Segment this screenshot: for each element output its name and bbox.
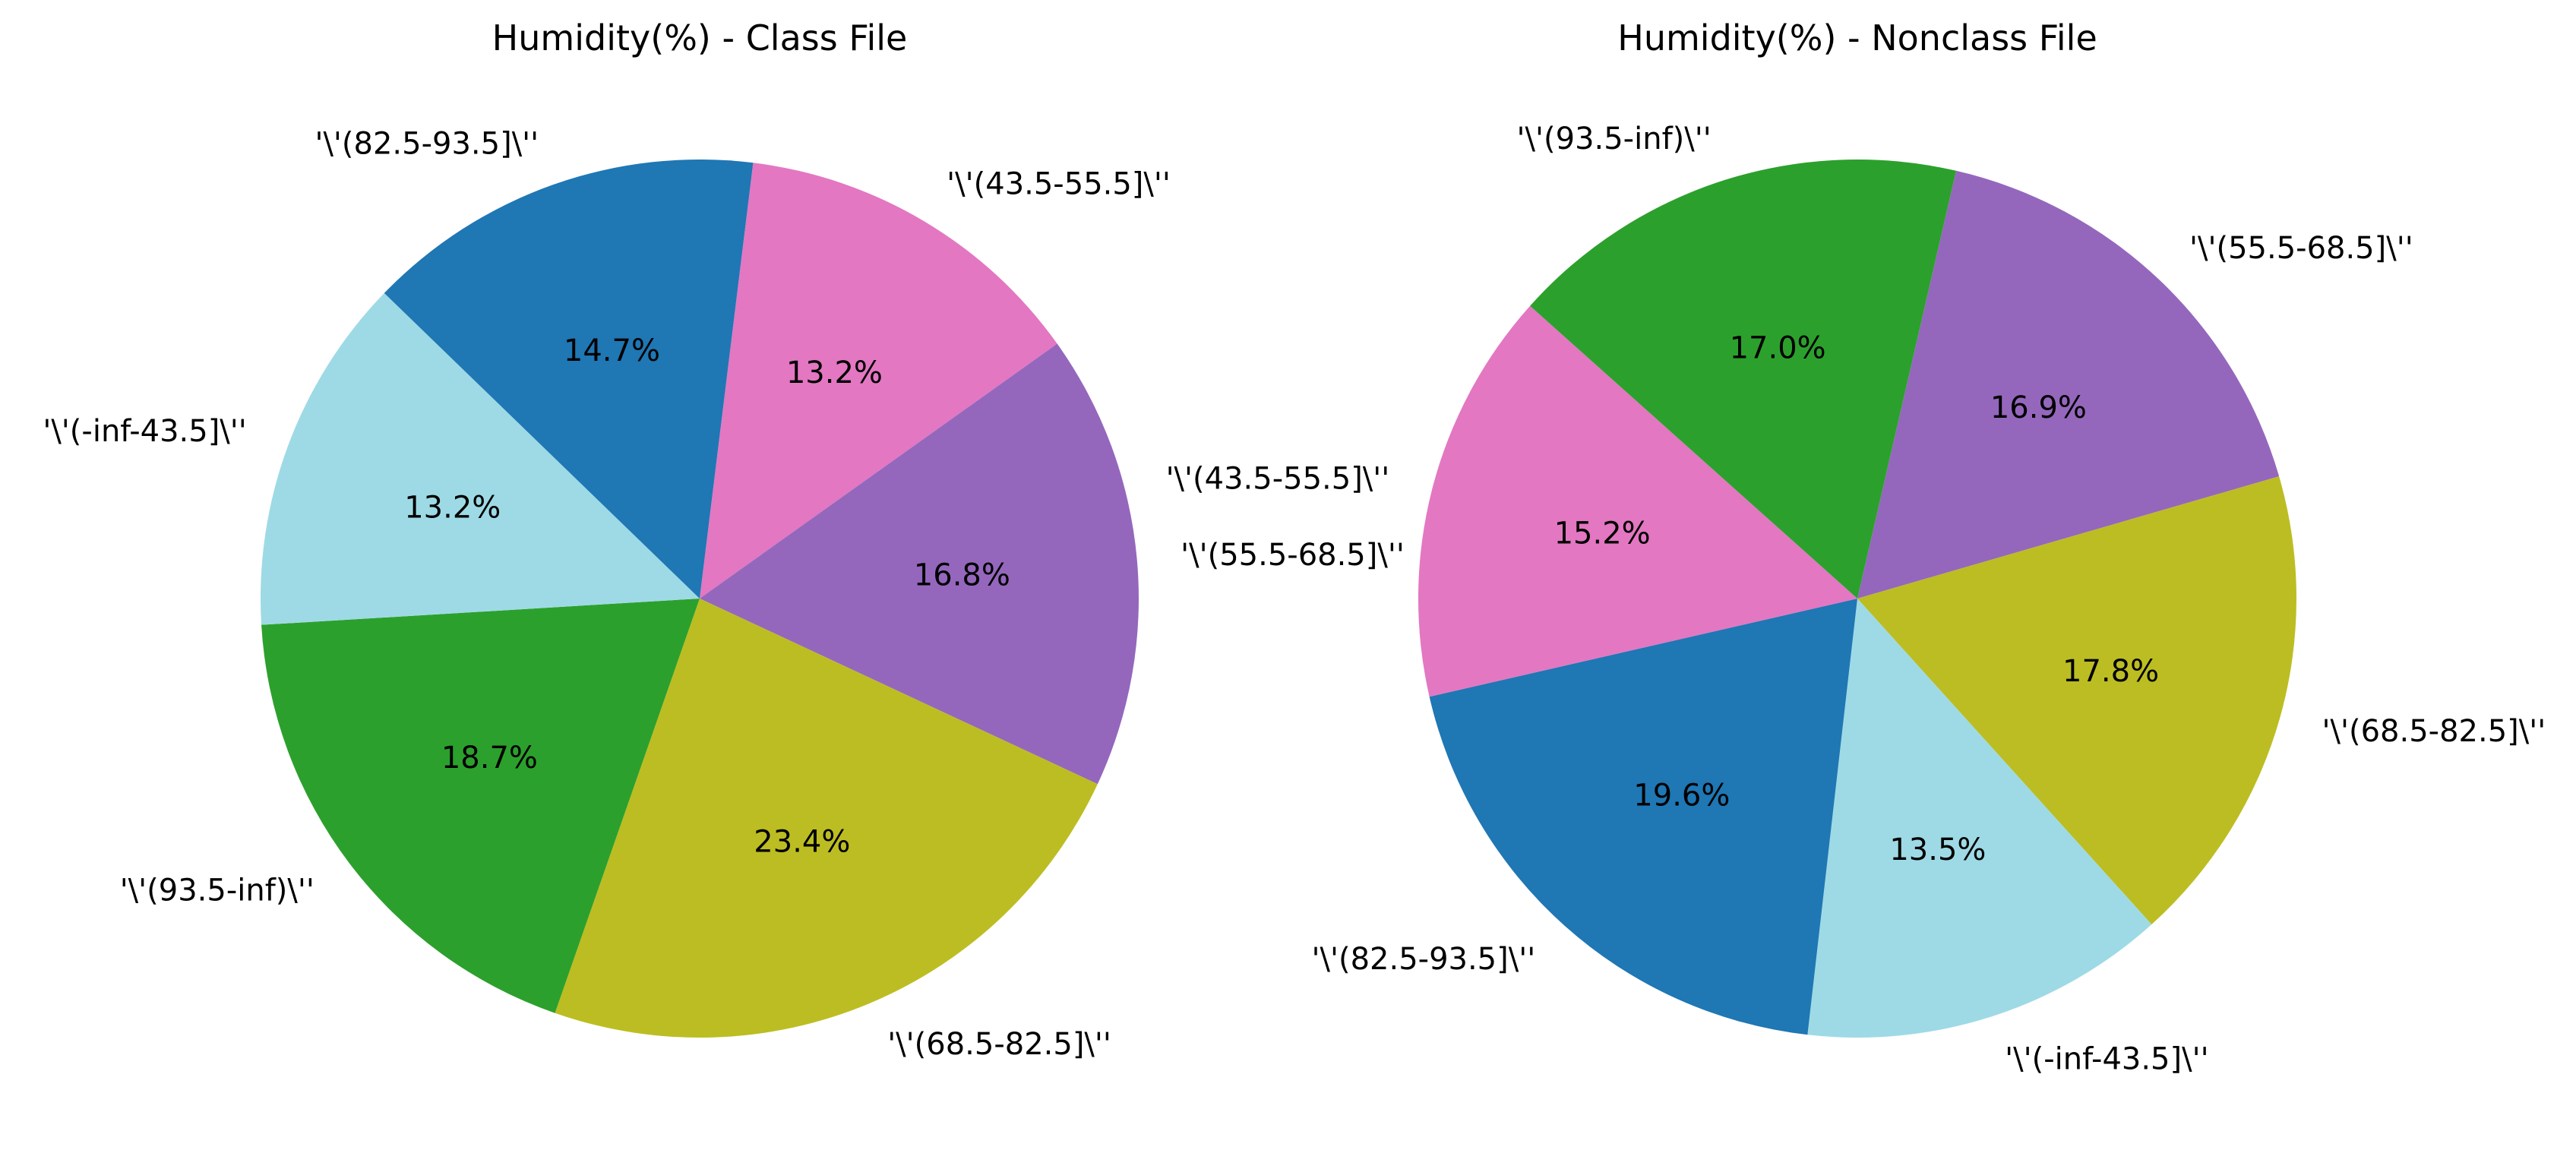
- slice-percent-label: 13.5%: [1889, 832, 1986, 867]
- pie-slice: [260, 292, 700, 625]
- slice-percent-label: 18.7%: [441, 741, 538, 776]
- pie-slice: [384, 160, 754, 599]
- slice-category-label: '\'(-inf-43.5]\'': [43, 414, 246, 449]
- slice-percent-label: 19.6%: [1633, 779, 1730, 814]
- slice-category-label: '\'(82.5-93.5]\'': [1312, 942, 1536, 977]
- slice-category-label: '\'(43.5-55.5]\'': [947, 167, 1171, 202]
- slice-percent-label: 17.8%: [2062, 654, 2159, 689]
- slice-percent-label: 17.0%: [1730, 330, 1826, 365]
- slice-percent-label: 16.9%: [1990, 390, 2087, 425]
- slice-category-label: '\'(68.5-82.5]\'': [887, 1027, 1111, 1062]
- slice-category-label: '\'(55.5-68.5]\'': [1181, 538, 1405, 573]
- chart-title: Humidity(%) - Class File: [492, 17, 908, 58]
- pie-slice: [700, 343, 1139, 785]
- pie-slice: [1429, 599, 1857, 1035]
- pie-slice: [1857, 170, 2280, 599]
- pie-slice: [1530, 159, 1957, 599]
- pie-chart-class-file: Humidity(%) - Class File 13.2% '\'(43.5-55…: [43, 17, 1405, 1062]
- pie-slice: [555, 599, 1098, 1038]
- slice-percent-label: 15.2%: [1554, 517, 1651, 551]
- slice-category-label: '\'(43.5-55.5]\'': [1166, 461, 1390, 496]
- slice-percent-label: 23.4%: [754, 825, 850, 860]
- slice-category-label: '\'(-inf-43.5]\'': [2005, 1041, 2208, 1076]
- slice-category-label: '\'(82.5-93.5]\'': [314, 127, 539, 162]
- chart-title: Humidity(%) - Nonclass File: [1617, 17, 2097, 58]
- pie-slice: [1807, 599, 2152, 1038]
- slice-percent-label: 14.7%: [564, 333, 660, 368]
- pie-slice: [1857, 476, 2296, 924]
- slice-percent-label: 13.2%: [786, 355, 883, 390]
- slice-category-label: '\'(55.5-68.5]\'': [2189, 231, 2413, 266]
- slice-percent-label: 16.8%: [914, 558, 1010, 592]
- pie-slice: [700, 163, 1057, 599]
- pie-slice: [1418, 305, 1857, 697]
- slice-category-label: '\'(93.5-inf)\'': [120, 874, 314, 908]
- pie-slice: [261, 599, 700, 1013]
- slice-category-label: '\'(68.5-82.5]\'': [2322, 714, 2546, 749]
- pie-chart-nonclass-file: Humidity(%) - Nonclass File 16.9% '\'(55.5…: [1166, 17, 2546, 1076]
- slice-percent-label: 13.2%: [404, 491, 501, 526]
- slice-category-label: '\'(93.5-inf)\'': [1517, 122, 1712, 156]
